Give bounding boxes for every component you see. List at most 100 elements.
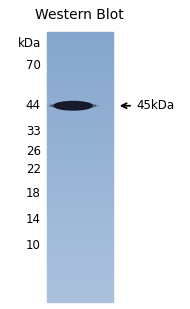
Bar [47, 266, 113, 267]
Bar [47, 107, 113, 108]
Bar [47, 34, 113, 35]
Bar [47, 46, 113, 47]
Bar [47, 293, 113, 294]
Bar [47, 250, 113, 251]
Bar [47, 79, 113, 80]
Text: 44: 44 [26, 99, 41, 112]
Bar [47, 168, 113, 169]
Bar [47, 74, 113, 75]
Bar [47, 251, 113, 252]
Bar [47, 225, 113, 226]
Bar [47, 161, 113, 162]
Bar [47, 209, 113, 210]
Bar [47, 204, 113, 205]
Bar [47, 154, 113, 155]
Bar [47, 58, 113, 59]
Bar [47, 237, 113, 238]
Bar [47, 269, 113, 270]
Bar [47, 199, 113, 200]
Bar [47, 65, 113, 66]
Bar [47, 181, 113, 182]
Bar [47, 198, 113, 199]
Bar [47, 141, 113, 142]
Bar [47, 115, 113, 116]
Bar [47, 287, 113, 288]
Bar [47, 98, 113, 99]
Bar [47, 60, 113, 61]
Bar [47, 36, 113, 37]
Bar [47, 258, 113, 259]
Bar [47, 274, 113, 275]
Bar [47, 211, 113, 212]
Bar [47, 49, 113, 50]
Bar [47, 48, 113, 49]
Bar [47, 217, 113, 218]
Bar [47, 126, 113, 127]
Bar [47, 253, 113, 254]
Bar [47, 189, 113, 190]
Bar [47, 103, 113, 104]
Bar [47, 87, 113, 88]
Bar [47, 114, 113, 115]
Bar [47, 40, 113, 41]
Bar [47, 233, 113, 234]
Bar [47, 124, 113, 125]
Bar [47, 93, 113, 94]
Bar [47, 136, 113, 137]
Bar [47, 96, 113, 97]
Bar [47, 173, 113, 174]
Bar [47, 72, 113, 73]
Bar [47, 254, 113, 255]
Bar [47, 116, 113, 117]
Bar [47, 99, 113, 100]
Bar [47, 180, 113, 181]
Bar [47, 221, 113, 222]
Bar [47, 112, 113, 113]
Bar [47, 271, 113, 272]
Bar [47, 215, 113, 216]
Bar [47, 289, 113, 290]
Bar [47, 86, 113, 87]
Bar [47, 208, 113, 209]
Bar [47, 70, 113, 71]
Bar [47, 244, 113, 245]
Bar [47, 200, 113, 201]
Bar [47, 197, 113, 198]
Bar [47, 102, 113, 103]
Bar [47, 51, 113, 52]
Bar [47, 218, 113, 219]
Bar [47, 185, 113, 186]
Bar [47, 129, 113, 130]
Bar [47, 97, 113, 98]
Bar [47, 81, 113, 82]
Bar [47, 226, 113, 227]
Ellipse shape [54, 101, 92, 110]
Bar [47, 52, 113, 53]
Text: 70: 70 [26, 59, 41, 72]
Bar [47, 278, 113, 279]
Bar [47, 91, 113, 92]
Bar [47, 171, 113, 172]
Bar [47, 183, 113, 184]
Bar [47, 186, 113, 187]
Bar [47, 109, 113, 110]
Text: 33: 33 [26, 125, 41, 138]
Bar [47, 75, 113, 76]
Bar [47, 174, 113, 175]
Bar [47, 41, 113, 42]
Bar [47, 137, 113, 138]
Bar [47, 148, 113, 149]
Bar [47, 160, 113, 161]
Bar [47, 207, 113, 208]
Bar [47, 55, 113, 56]
Bar [47, 227, 113, 228]
Bar [47, 277, 113, 278]
Bar [47, 261, 113, 262]
Bar [47, 170, 113, 171]
Bar [47, 286, 113, 287]
Bar [47, 61, 113, 62]
Bar [47, 45, 113, 46]
Bar [47, 68, 113, 69]
Bar [47, 33, 113, 34]
Bar [47, 295, 113, 296]
